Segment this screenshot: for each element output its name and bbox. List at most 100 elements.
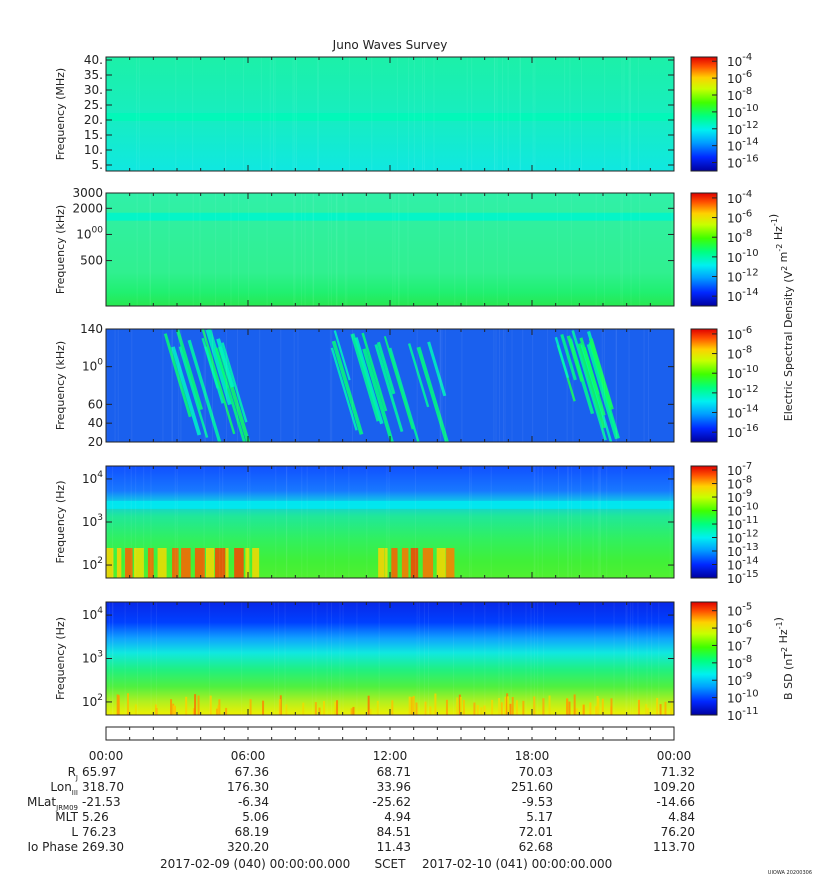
colorbar-tick-label: 10-9 xyxy=(727,671,752,688)
colorbar-tick-label: 10-14 xyxy=(727,287,759,304)
ephemeris-value: 269.30 xyxy=(82,840,124,854)
radio-burst xyxy=(374,344,404,433)
emission-patch xyxy=(116,548,122,578)
y-tick-label: 15. xyxy=(84,128,103,142)
y-axis-label: Frequency (Hz) xyxy=(54,617,67,700)
emission-band xyxy=(106,113,674,121)
spectrogram-texture xyxy=(106,57,674,171)
ephemeris-value: -21.53 xyxy=(82,795,121,809)
radio-burst xyxy=(361,332,388,412)
emission-patch xyxy=(436,548,446,578)
ephemeris-value: 68.71 xyxy=(377,765,411,779)
ephemeris-value: 62.68 xyxy=(519,840,553,854)
y-tick-label: 103 xyxy=(82,650,103,666)
y-tick-label: 500 xyxy=(80,254,103,268)
radio-burst xyxy=(354,337,384,425)
y-tick-label: 100 xyxy=(82,358,103,374)
radio-burst xyxy=(579,337,606,416)
emission-patch xyxy=(124,548,133,578)
ephemeris-value: 5.17 xyxy=(526,810,553,824)
y-axis-label: Frequency (kHz) xyxy=(54,341,67,430)
radio-burst xyxy=(376,341,396,395)
emission-patch xyxy=(384,548,388,578)
emission-band xyxy=(106,212,674,221)
ephemeris-value: 176.30 xyxy=(227,780,269,794)
ephemeris-value: 68.19 xyxy=(235,825,269,839)
y-tick-label: 5. xyxy=(92,158,103,172)
spectrogram-texture xyxy=(106,329,649,442)
ephemeris-value: 84.51 xyxy=(377,825,411,839)
ephemeris-row-label: MLT xyxy=(55,810,78,824)
radio-burst xyxy=(566,335,584,382)
y-axis-label: Frequency (Hz) xyxy=(54,481,67,564)
colorbar-scale xyxy=(690,465,718,579)
emission-patch xyxy=(106,548,114,578)
emission-patch xyxy=(378,548,385,578)
scet-end: 2017-02-10 (041) 00:00:00.000 xyxy=(422,857,612,871)
colorbar-tick-label: 10-8 xyxy=(727,654,752,671)
y-tick-label: 102 xyxy=(82,693,103,709)
ephemeris-row-label: Io Phase xyxy=(27,840,78,854)
radio-burst xyxy=(571,330,607,441)
emission-patch xyxy=(391,548,398,578)
colorbar-tick-label: 10-6 xyxy=(727,619,752,636)
emission-band xyxy=(106,500,674,509)
footer-credit: UIOWA 20200306 xyxy=(768,870,812,876)
colorbar-tick-label: 10-11 xyxy=(727,706,759,723)
radio-burst xyxy=(333,330,351,381)
y-tick-label: 35. xyxy=(84,68,103,82)
ephemeris-row-label: L xyxy=(71,825,78,839)
y-tick-label: 20. xyxy=(84,113,103,127)
radio-burst xyxy=(204,346,225,404)
spectrogram-panel-4: 104 103 102 Frequency (Hz) 10-710-810-910-10… xyxy=(54,461,759,586)
emission-patch xyxy=(401,548,409,578)
spectrogram-background xyxy=(106,602,674,715)
radio-burst xyxy=(560,334,577,381)
radio-burst xyxy=(427,341,447,397)
radio-burst xyxy=(205,329,232,406)
colorbar-tick-label: 10-16 xyxy=(727,154,759,171)
emission-patch xyxy=(410,548,419,578)
radio-burst xyxy=(171,346,202,436)
emission-patch xyxy=(234,548,244,578)
emission-patch xyxy=(422,548,434,578)
time-label: 00:00 xyxy=(657,749,692,763)
y-tick-label: 1000 xyxy=(76,225,103,241)
ephemeris-value: 318.70 xyxy=(82,780,124,794)
y-axis-label: Frequency (MHz) xyxy=(54,68,67,160)
y-tick-label: 3000 xyxy=(72,186,103,200)
colorbar-tick-label: 10-12 xyxy=(727,384,759,401)
ephemeris-value: 70.03 xyxy=(519,765,553,779)
spectrogram-background xyxy=(106,466,674,578)
colorbar-scale xyxy=(690,192,718,307)
y-tick-label: 60 xyxy=(88,397,103,411)
emission-patch xyxy=(157,548,167,578)
colorbar-tick-label: 10-12 xyxy=(727,120,759,137)
emission-patch xyxy=(194,548,205,578)
ephemeris-value: 109.20 xyxy=(653,780,695,794)
scet-start: 2017-02-09 (040) 00:00:00.000 xyxy=(160,857,350,871)
radio-burst xyxy=(221,342,248,423)
colorbar-tick-label: 10-10 xyxy=(727,248,759,265)
radio-burst xyxy=(163,333,192,418)
colorbar-scale xyxy=(690,56,718,172)
figure-title: Juno Waves Survey xyxy=(332,38,448,52)
radio-burst xyxy=(383,335,414,430)
time-label: 06:00 xyxy=(231,749,266,763)
emission-patch xyxy=(181,548,191,578)
colorbar-tick-label: 10-4 xyxy=(727,52,752,69)
ephemeris-value: 76.20 xyxy=(661,825,695,839)
colorbar-tick-label: 10-6 xyxy=(727,325,752,342)
spectrogram-panel-1: 40.35.30.25.20.15.10.5. Frequency (MHz) 10… xyxy=(54,52,759,172)
y-tick-label: 30. xyxy=(84,83,103,97)
radio-burst xyxy=(586,343,619,440)
radio-burst xyxy=(350,333,381,422)
colorbar-tick-label: 10-6 xyxy=(727,209,752,226)
colorbar-tick-label: 10-16 xyxy=(727,423,759,440)
radio-burst xyxy=(389,347,420,442)
y-tick-label: 102 xyxy=(82,556,103,572)
ephemeris-value: 67.36 xyxy=(235,765,269,779)
spectrogram-background xyxy=(106,193,674,306)
